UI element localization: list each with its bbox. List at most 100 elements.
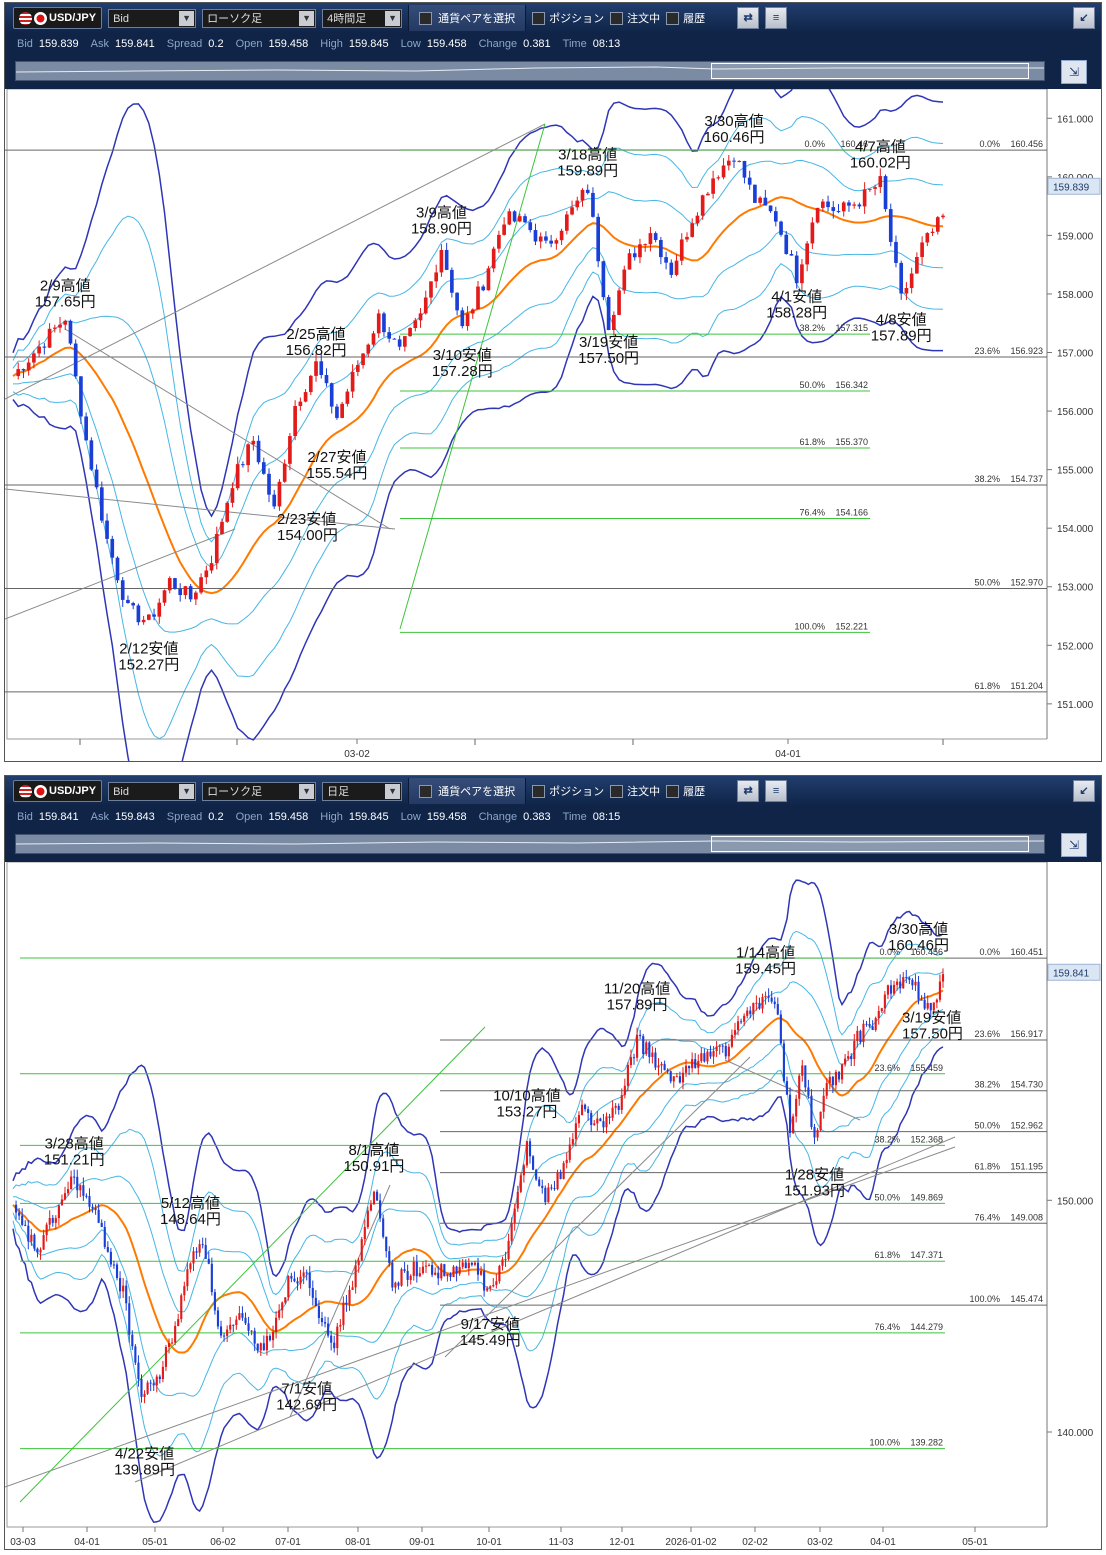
candle-up — [225, 502, 230, 522]
candle-up — [418, 313, 423, 321]
candle-up — [617, 290, 621, 315]
candle-up — [675, 1076, 678, 1078]
candle-down — [450, 269, 454, 293]
candle-up — [841, 202, 846, 212]
price-type-select[interactable]: Bid ▼ — [108, 8, 197, 28]
navigator-scrollbar[interactable] — [15, 834, 1045, 854]
candle-down — [779, 1014, 782, 1044]
candle-up — [230, 488, 235, 503]
time-value: 08:15 — [592, 811, 621, 823]
candle-down — [888, 209, 893, 242]
annotation-price: 157.28円 — [432, 363, 493, 380]
pair-checkbox[interactable] — [419, 784, 433, 798]
candle-up — [938, 981, 942, 1000]
chart-kind-select[interactable]: ローソク足 ▼ — [202, 781, 317, 801]
price-type-select[interactable]: Bid ▼ — [108, 781, 197, 801]
fib-gray-pct: 0.0% — [979, 947, 1000, 957]
open-value: 159.458 — [268, 38, 309, 50]
chart-settings-button[interactable]: ⇄ — [737, 780, 760, 802]
candle-up — [235, 1319, 238, 1326]
candle-down — [831, 1076, 834, 1086]
candle-up — [862, 1023, 865, 1043]
candle-up — [434, 1272, 437, 1275]
orders-checkbox[interactable] — [610, 784, 624, 798]
chart-settings-button[interactable]: ⇄ — [737, 7, 760, 29]
orders-toggle[interactable]: 注文中 — [610, 783, 660, 799]
pair-select-label: 通貨ペアを選択 — [438, 13, 516, 25]
candle-up — [643, 244, 648, 246]
positions-checkbox[interactable] — [532, 11, 546, 25]
collapse-icon[interactable]: ↙ — [1073, 7, 1095, 29]
candle-down — [375, 1191, 379, 1201]
candle-up — [167, 1343, 171, 1348]
chevron-down-icon: ▼ — [299, 783, 315, 799]
candle-up — [171, 1342, 174, 1344]
navigator-scrollbar[interactable] — [15, 61, 1045, 81]
change-label: Change — [478, 38, 518, 50]
history-checkbox[interactable] — [666, 784, 680, 798]
current-price-box — [1047, 963, 1101, 981]
candle-down — [653, 233, 658, 240]
fib-green-pct: 76.4% — [799, 507, 825, 517]
collapse-icon[interactable]: ↙ — [1073, 780, 1095, 802]
annotation-date: 2/23安値 — [277, 511, 336, 528]
candle-up — [571, 1138, 574, 1145]
y-tick-label: 155.000 — [1057, 466, 1094, 477]
candle-down — [42, 346, 47, 348]
candle-down — [794, 255, 799, 284]
annotation-price: 160.02円 — [850, 155, 911, 172]
pair-select-button[interactable]: 通貨ペアを選択 — [408, 778, 527, 804]
navigator-window[interactable] — [711, 63, 1029, 79]
candle-down — [21, 1215, 24, 1225]
bid-label: Bid — [17, 811, 33, 823]
symbol-selector[interactable]: USD/JPY — [13, 7, 103, 29]
timeframe-value: 日足 — [327, 785, 350, 798]
positions-toggle[interactable]: ポジション — [532, 10, 604, 26]
history-toggle[interactable]: 履歴 — [666, 10, 705, 26]
candle-up — [700, 1053, 703, 1062]
candle-up — [636, 1034, 639, 1058]
orders-toggle[interactable]: 注文中 — [610, 10, 660, 26]
chart-area-4h[interactable]: 0.0% 160.456 23.6% 156.923 38.2% 154.737 50.0%… — [5, 89, 1101, 761]
candle-up — [143, 1393, 146, 1397]
candle-up — [674, 260, 679, 275]
candle-down — [449, 1273, 452, 1277]
candle-up — [360, 1239, 363, 1261]
candle-up — [394, 1282, 397, 1288]
annotation-price: 155.54円 — [306, 465, 367, 482]
navigator-window[interactable] — [711, 836, 1029, 852]
fit-chart-icon[interactable]: ⇲ — [1061, 60, 1087, 84]
candle-up — [638, 244, 642, 258]
x-tick-label: 07-01 — [275, 1537, 301, 1548]
candle-up — [66, 1189, 70, 1194]
history-checkbox[interactable] — [666, 11, 680, 25]
annotation-price: 153.27円 — [497, 1104, 558, 1121]
navigator-line — [16, 840, 1044, 845]
candle-up — [554, 240, 559, 244]
chart-list-button[interactable]: ≡ — [765, 7, 788, 29]
candle-up — [351, 1287, 354, 1290]
pair-select-button[interactable]: 通貨ペアを選択 — [408, 5, 527, 31]
candle-up — [941, 215, 945, 218]
candle-down — [648, 1042, 651, 1057]
symbol-selector[interactable]: USD/JPY — [13, 780, 103, 802]
history-toggle[interactable]: 履歴 — [666, 783, 705, 799]
orders-checkbox[interactable] — [610, 11, 624, 25]
trend-line — [5, 123, 546, 400]
annotation-date: 3/10安値 — [433, 347, 492, 364]
fit-chart-icon[interactable]: ⇲ — [1061, 833, 1087, 857]
positions-checkbox[interactable] — [532, 784, 546, 798]
chart-kind-select[interactable]: ローソク足 ▼ — [202, 8, 317, 28]
candle-down — [272, 494, 277, 507]
candle-up — [147, 614, 151, 620]
candle-up — [697, 1061, 700, 1068]
bollinger-outer-upper — [12, 89, 944, 518]
pair-checkbox[interactable] — [419, 11, 433, 25]
candle-up — [920, 242, 924, 257]
timeframe-select[interactable]: 4時間足 ▼ — [322, 8, 403, 28]
positions-toggle[interactable]: ポジション — [532, 783, 604, 799]
timeframe-select[interactable]: 日足 ▼ — [322, 781, 403, 801]
chart-area-daily[interactable]: 0.0% 160.451 23.6% 156.917 38.2% 154.730 50.0%… — [5, 862, 1101, 1549]
navigator-strip: ⇲ — [5, 828, 1101, 862]
chart-list-button[interactable]: ≡ — [765, 780, 788, 802]
